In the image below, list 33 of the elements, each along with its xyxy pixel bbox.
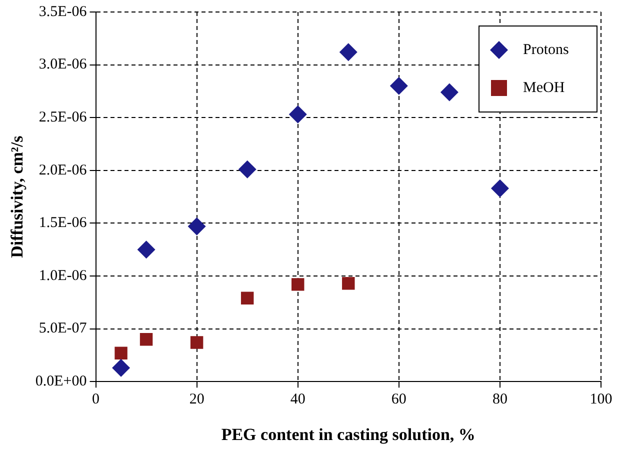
point xyxy=(114,346,128,360)
y-tick-label: 1.5E-06 xyxy=(38,215,88,232)
x-tick-label: 100 xyxy=(590,392,612,408)
point xyxy=(190,336,204,349)
legend-label: MeOH xyxy=(523,80,565,96)
point xyxy=(342,277,355,290)
x-tick-label: 60 xyxy=(391,392,406,408)
point xyxy=(112,358,130,377)
x-tick-label: 20 xyxy=(189,392,204,408)
y-tick-label: 0.0E+00 xyxy=(35,374,87,390)
y-tick-label: 2.5E-06 xyxy=(38,110,88,126)
point xyxy=(188,217,206,236)
point xyxy=(238,160,256,178)
legend-label: Protons xyxy=(523,42,570,58)
y-tick-label: 1.0E-06 xyxy=(38,268,88,284)
y-tick-label: 5.0E-07 xyxy=(38,320,88,337)
point xyxy=(137,240,156,259)
x-tick-label: 0 xyxy=(92,392,100,408)
point xyxy=(292,278,304,291)
point xyxy=(390,76,408,95)
point xyxy=(288,105,307,124)
x-tick-label: 40 xyxy=(290,392,306,408)
point xyxy=(339,43,358,62)
point xyxy=(440,83,458,102)
y-tick-label: 3.5E-06 xyxy=(38,4,88,20)
x-tick-label: 80 xyxy=(492,392,508,408)
point xyxy=(490,179,509,198)
point xyxy=(140,332,153,346)
y-axis-title: Diffusivity, cm²/s xyxy=(8,135,27,258)
point xyxy=(240,292,254,305)
x-axis-title: PEG content in casting solution, % xyxy=(221,425,476,444)
y-tick-label: 3.0E-06 xyxy=(38,56,88,73)
y-tick-label: 2.0E-06 xyxy=(38,162,88,178)
